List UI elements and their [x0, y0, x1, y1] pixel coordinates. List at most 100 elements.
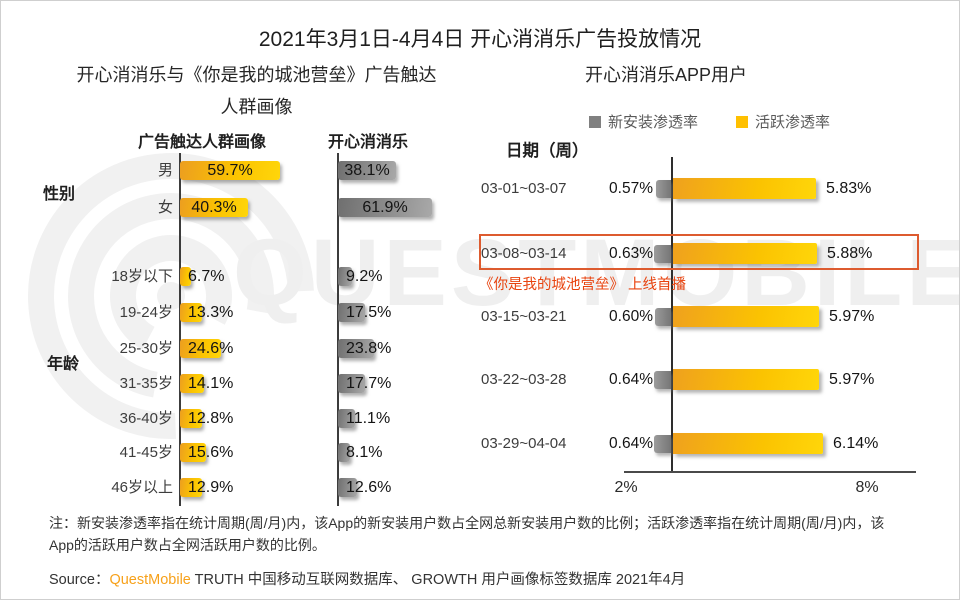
bar-value-ad-audience: 6.7%	[188, 268, 225, 285]
legend-label-new-install: 新安装渗透率	[608, 114, 699, 131]
category-label: 25-30岁	[119, 340, 173, 357]
left-chart-title-line2: 人群画像	[220, 97, 293, 117]
left-chart-title: 开心消消乐与《你是我的城池营垒》广告触达 人群画像	[29, 59, 484, 123]
legend-item-active: 活跃渗透率	[736, 111, 830, 132]
bar-active	[673, 369, 819, 390]
bar-new-install	[654, 245, 671, 263]
right-chart-horizontal-axis	[624, 471, 916, 473]
bar-value-new-install: 0.64%	[609, 435, 653, 452]
bar-new-install	[656, 180, 671, 198]
bar-value-new-install: 0.63%	[609, 245, 653, 262]
right-chart-vertical-axis	[671, 157, 673, 471]
right-chart-title: 开心消消乐APP用户	[584, 65, 748, 85]
bar-ad-audience	[180, 339, 221, 358]
page-title: 2021年3月1日-4月4日 开心消消乐广告投放情况	[258, 28, 702, 51]
bar-value-ad-audience: 12.8%	[188, 410, 234, 427]
x-tick-8pct: 8%	[855, 479, 879, 496]
bar-happy-match	[338, 267, 352, 286]
category-label: 女	[157, 199, 173, 216]
column-header-ad-audience: 广告触达人群画像	[137, 134, 266, 151]
bar-ad-audience	[180, 267, 191, 286]
bar-ad-audience	[180, 443, 206, 462]
date-label: 03-08~03-14	[481, 245, 567, 262]
highlight-box	[479, 234, 919, 270]
bar-active	[673, 243, 817, 264]
left-chart-axis-col1	[179, 153, 181, 506]
bar-value-new-install: 0.57%	[609, 180, 653, 197]
bar-new-install	[654, 435, 671, 453]
bar-value-happy-match: 23.8%	[346, 340, 392, 357]
bar-value-ad-audience: 13.3%	[188, 304, 234, 321]
bar-value-happy-match: 11.1%	[346, 410, 391, 427]
footnote: 注：新安装渗透率指在统计周期(周/月)内，该App的新安装用户数占全网总新安装用…	[49, 515, 885, 553]
left-chart-title-line1: 开心消消乐与《你是我的城池营垒》广告触达	[76, 65, 437, 85]
bar-value-active: 6.14%	[833, 435, 879, 452]
bar-happy-match	[338, 161, 396, 180]
bar-value-ad-audience: 59.7%	[207, 162, 253, 179]
category-label: 19-24岁	[119, 304, 173, 321]
date-label: 03-29~04-04	[481, 435, 567, 452]
date-axis-header: 日期（周）	[506, 142, 589, 160]
source-brand: QuestMobile	[109, 572, 191, 588]
bar-happy-match	[338, 443, 350, 462]
bar-value-happy-match: 8.1%	[346, 444, 383, 461]
bar-active	[673, 178, 816, 199]
bar-happy-match	[338, 478, 357, 497]
bar-ad-audience	[180, 198, 248, 217]
category-label: 36-40岁	[119, 410, 173, 427]
bar-ad-audience	[180, 161, 280, 180]
bar-value-active: 5.97%	[829, 308, 875, 325]
bar-value-active: 5.83%	[826, 180, 872, 197]
legend-item-new-install: 新安装渗透率	[589, 111, 698, 132]
date-label: 03-22~03-28	[481, 371, 567, 388]
category-label: 41-45岁	[119, 444, 173, 461]
category-label: 31-35岁	[119, 375, 173, 392]
bar-value-active: 5.97%	[829, 371, 875, 388]
bar-value-happy-match: 9.2%	[346, 268, 383, 285]
group-label-gender: 性别	[43, 186, 76, 203]
bar-value-active: 5.88%	[827, 245, 873, 262]
bar-active	[673, 306, 819, 327]
bar-new-install	[655, 308, 671, 326]
bar-value-new-install: 0.60%	[609, 308, 653, 325]
bar-value-ad-audience: 14.1%	[188, 375, 234, 392]
bar-value-happy-match: 38.1%	[344, 162, 390, 179]
bar-happy-match	[338, 198, 432, 217]
legend-label-active: 活跃渗透率	[755, 114, 831, 131]
category-label: 男	[157, 162, 173, 179]
bar-value-ad-audience: 12.9%	[188, 479, 234, 496]
column-header-happy-match: 开心消消乐	[327, 134, 408, 151]
bar-happy-match	[338, 339, 374, 358]
legend-swatch-yellow	[736, 115, 749, 128]
bar-value-happy-match: 17.5%	[346, 304, 392, 321]
bar-value-happy-match: 12.6%	[346, 479, 392, 496]
bar-ad-audience	[180, 478, 202, 497]
bar-value-happy-match: 61.9%	[362, 199, 408, 216]
highlight-annotation: 《你是我的城池营垒》 上线首播	[479, 277, 687, 293]
bar-new-install	[654, 371, 671, 389]
source-rest: TRUTH 中国移动互联网数据库、 GROWTH 用户画像标签数据库 2021年…	[190, 572, 686, 588]
group-label-age: 年龄	[47, 356, 80, 373]
x-tick-2pct: 2%	[614, 479, 638, 496]
bar-ad-audience	[180, 374, 204, 393]
bar-active	[673, 433, 823, 454]
date-label: 03-01~03-07	[481, 180, 567, 197]
bar-happy-match	[338, 303, 365, 322]
category-label: 18岁以下	[111, 268, 173, 285]
bar-value-happy-match: 17.7%	[346, 375, 392, 392]
bar-ad-audience	[180, 409, 202, 428]
source-prefix: Source：	[49, 572, 110, 588]
left-chart-axis-col2	[337, 153, 339, 506]
date-label: 03-15~03-21	[481, 308, 567, 325]
source-line: Source：QuestMobile TRUTH 中国移动互联网数据库、 GRO…	[49, 568, 685, 589]
bar-value-new-install: 0.64%	[609, 371, 653, 388]
right-chart-legend: 新安装渗透率 活跃渗透率	[589, 111, 879, 132]
legend-swatch-gray	[589, 115, 601, 128]
bar-value-ad-audience: 24.6%	[188, 340, 234, 357]
bar-happy-match	[338, 374, 365, 393]
bar-value-ad-audience: 15.6%	[188, 444, 234, 461]
bar-ad-audience	[180, 303, 202, 322]
bar-happy-match	[338, 409, 355, 428]
category-label: 46岁以上	[111, 479, 173, 496]
